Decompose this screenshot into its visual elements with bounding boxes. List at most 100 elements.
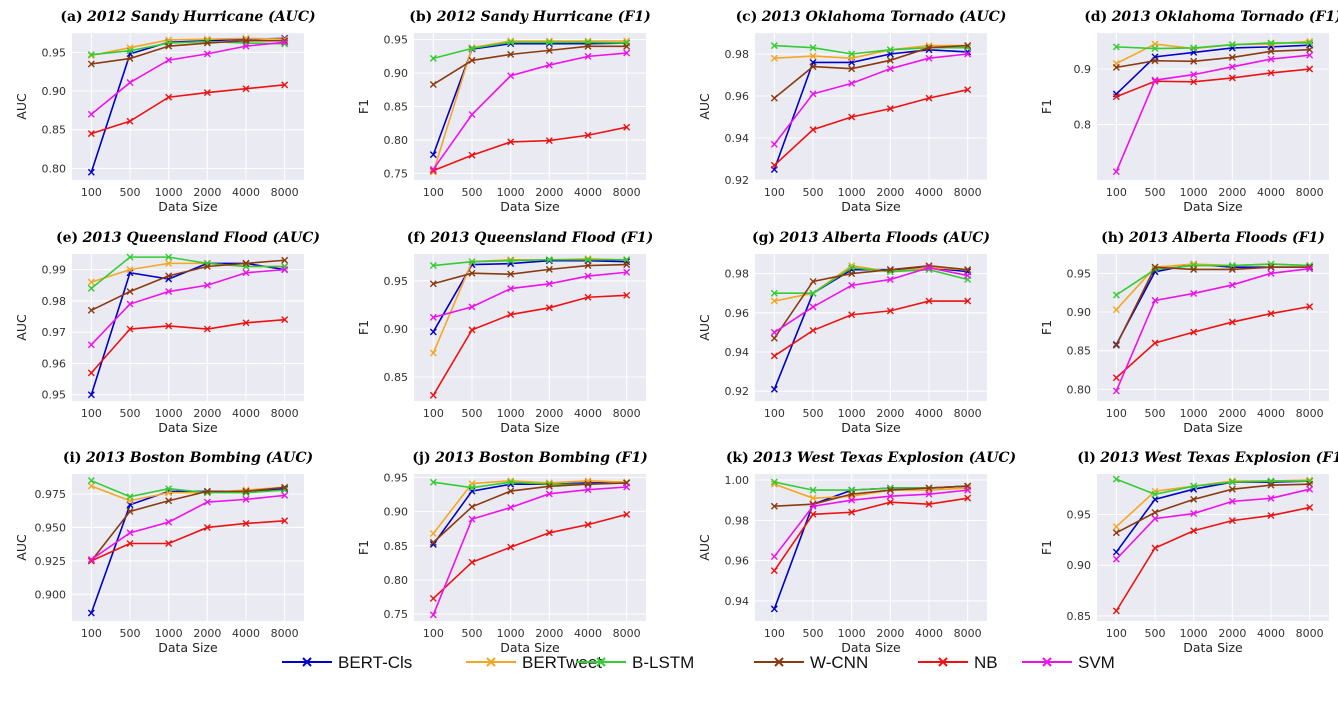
legend-item: BERTweet [466, 653, 602, 672]
data-point [126, 529, 134, 537]
x-tick-label: 2000 [193, 627, 221, 640]
plot-area [414, 474, 646, 621]
x-axis-label: Data Size [1183, 420, 1243, 435]
data-point [770, 42, 778, 50]
data-point [1228, 63, 1236, 71]
y-axis-label: F1 [1039, 540, 1054, 555]
data-point [507, 285, 515, 293]
series-line [1115, 483, 1310, 534]
panel-title: (f) 2013 Queensland Flood (F1) [407, 230, 654, 246]
x-tick-label: 100 [1106, 627, 1127, 640]
x-tick-label: 4000 [574, 627, 602, 640]
x-tick-label: 2000 [1218, 407, 1246, 420]
data-point [87, 369, 95, 377]
data-point [1190, 71, 1198, 79]
panel-9: 0.900 0.925 0.950 0.975 100 500 1000 2000 4000 80… [14, 450, 313, 655]
data-point [770, 289, 778, 297]
data-point [429, 54, 437, 62]
data-point [242, 495, 250, 503]
series-line [432, 482, 627, 545]
data-point [770, 94, 778, 102]
data-point [429, 594, 437, 602]
x-tick-label: 100 [1106, 186, 1127, 199]
data-point [87, 306, 95, 314]
panel-7: 0.92 0.94 0.96 0.98 100 500 1000 2000 4000 8000 Da… [697, 230, 990, 435]
data-point [1151, 263, 1159, 271]
x-tick-label: 4000 [1257, 186, 1285, 199]
x-tick-label: 100 [423, 186, 444, 199]
data-point [1112, 475, 1120, 483]
data-point [87, 130, 95, 138]
y-tick-label: 0.99 [42, 264, 67, 277]
panel-tag: (g) [752, 230, 775, 246]
series-SVM [770, 50, 972, 148]
data-point [468, 503, 476, 511]
data-point [468, 151, 476, 159]
data-point [770, 297, 778, 305]
series-line [91, 519, 285, 562]
data-point [1151, 544, 1159, 552]
legend-label: NB [974, 653, 998, 672]
x-tick-label: 1000 [497, 627, 525, 640]
panel-tag: (a) [60, 9, 82, 25]
data-point [545, 490, 553, 498]
data-point [1112, 607, 1120, 615]
x-tick-label: 100 [81, 627, 102, 640]
data-point [1112, 555, 1120, 563]
data-point [1112, 548, 1120, 556]
y-axis-label: F1 [356, 320, 371, 335]
data-point [281, 491, 289, 499]
data-point [468, 111, 476, 119]
data-point [1228, 318, 1236, 326]
x-axis-label: Data Size [158, 199, 218, 214]
y-axis-label: F1 [1039, 320, 1054, 335]
series-NB [770, 86, 972, 169]
y-tick-label: 1.00 [725, 474, 750, 487]
series-line [773, 88, 968, 166]
x-tick-label: 500 [462, 407, 483, 420]
data-point [848, 79, 856, 87]
series-W-CNN [429, 261, 631, 288]
y-axis-label: AUC [697, 93, 712, 120]
data-point [886, 498, 894, 506]
panel-title: (j) 2013 Boston Bombing (F1) [412, 450, 647, 466]
data-point [1151, 296, 1159, 304]
x-tick-label: 500 [462, 627, 483, 640]
data-point [203, 523, 211, 531]
y-tick-label: 0.98 [725, 268, 750, 281]
data-point [1267, 69, 1275, 77]
series-NB [1112, 303, 1314, 382]
series-SVM [429, 268, 631, 321]
data-point [809, 289, 817, 297]
data-point [1228, 281, 1236, 289]
legend-label: B-LSTM [632, 653, 694, 672]
data-point [1267, 269, 1275, 277]
data-point [242, 519, 250, 527]
plot-area [72, 474, 304, 621]
series-SVM [1112, 51, 1314, 176]
data-point [545, 46, 553, 54]
data-point [507, 478, 515, 486]
series-line [91, 479, 285, 498]
data-point [770, 605, 778, 613]
data-point [507, 487, 515, 495]
series-line [432, 482, 627, 543]
data-point [1151, 495, 1159, 503]
x-tick-label: 2000 [876, 407, 904, 420]
series-line [433, 258, 627, 267]
x-tick-label: 500 [803, 627, 824, 640]
data-point [468, 558, 476, 566]
legend-marker [596, 657, 606, 667]
data-point [87, 391, 95, 399]
data-point [1151, 490, 1159, 498]
series-SVM [1112, 485, 1314, 563]
series-line [1115, 54, 1310, 172]
data-point [126, 55, 134, 63]
data-point [584, 262, 592, 270]
panel-title-text: 2013 Queensland Flood (AUC) [82, 230, 320, 246]
series-line [1116, 68, 1310, 98]
x-tick-label: 500 [803, 186, 824, 199]
legend-label: BERTweet [522, 653, 602, 672]
x-tick-label: 1000 [155, 186, 183, 199]
data-point [1267, 47, 1275, 55]
